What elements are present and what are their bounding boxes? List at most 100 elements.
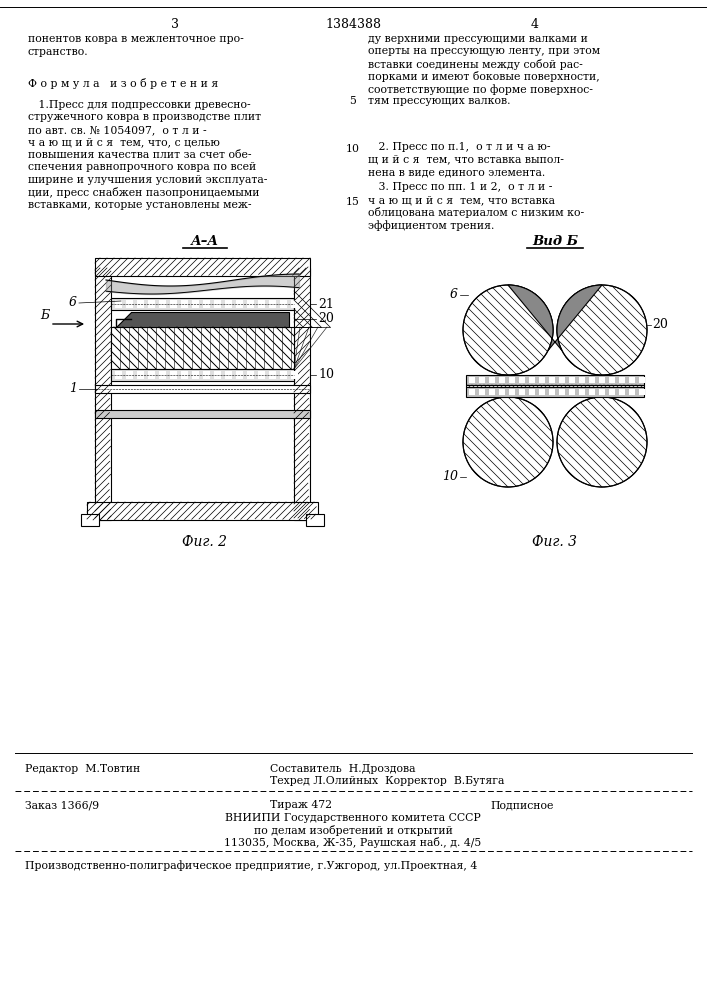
Text: 6: 6	[69, 296, 77, 310]
Bar	[148, 300, 155, 308]
Text: вставки соединены между собой рас-: вставки соединены между собой рас-	[368, 59, 583, 70]
Bar	[479, 389, 485, 395]
Bar	[639, 377, 645, 383]
Text: повышения качества плит за счет обе-: повышения качества плит за счет обе-	[28, 150, 252, 160]
Circle shape	[557, 397, 647, 487]
Text: 10: 10	[442, 471, 458, 484]
Bar	[579, 389, 585, 395]
Bar	[589, 389, 595, 395]
Bar	[192, 371, 199, 379]
Text: 15: 15	[346, 197, 360, 207]
Bar	[629, 389, 635, 395]
Bar	[499, 377, 505, 383]
Bar	[619, 389, 625, 395]
Text: Техред Л.Олийных  Корректор  В.Бутяга: Техред Л.Олийных Корректор В.Бутяга	[270, 776, 504, 786]
Bar	[95, 385, 310, 393]
Text: вставками, которые установлены меж-: вставками, которые установлены меж-	[28, 200, 252, 210]
Text: Составитель  Н.Дроздова: Составитель Н.Дроздова	[270, 764, 416, 774]
Text: А–А: А–А	[191, 235, 219, 248]
Text: тям прессующих валков.: тям прессующих валков.	[368, 97, 510, 106]
Text: 113035, Москва, Ж-35, Раушская наб., д. 4/5: 113035, Москва, Ж-35, Раушская наб., д. …	[224, 837, 481, 848]
Circle shape	[463, 397, 553, 487]
Text: 1: 1	[69, 382, 77, 395]
Text: Заказ 1366/9: Заказ 1366/9	[25, 800, 99, 810]
Bar	[291, 300, 298, 308]
Bar	[126, 371, 133, 379]
Text: порками и имеют боковые поверхности,: порками и имеют боковые поверхности,	[368, 72, 600, 83]
Text: 1.Пресс для подпрессовки древесно-: 1.Пресс для подпрессовки древесно-	[28, 100, 250, 110]
Text: спечения равнопрочного ковра по всей: спечения равнопрочного ковра по всей	[28, 162, 256, 172]
Text: облицована материалом с низким ко-: облицована материалом с низким ко-	[368, 208, 584, 219]
Bar	[95, 268, 111, 520]
Text: соответствующие по форме поверхнос-: соответствующие по форме поверхнос-	[368, 84, 593, 95]
Bar	[559, 377, 565, 383]
Bar	[269, 300, 276, 308]
Bar	[569, 377, 575, 383]
Bar	[579, 377, 585, 383]
Bar	[529, 377, 535, 383]
Text: Производственно-полиграфическое предприятие, г.Ужгород, ул.Проектная, 4: Производственно-полиграфическое предприя…	[25, 860, 477, 871]
Bar	[269, 371, 276, 379]
Bar	[619, 377, 625, 383]
Text: понентов ковра в межленточное про-
странство.: понентов ковра в межленточное про- стран…	[28, 34, 244, 57]
Text: стружечного ковра в производстве плит: стружечного ковра в производстве плит	[28, 112, 261, 122]
Bar	[599, 389, 605, 395]
Text: ч а ю щ и й с я  тем, что, с целью: ч а ю щ и й с я тем, что, с целью	[28, 137, 220, 147]
Bar	[95, 258, 310, 276]
Bar	[137, 300, 144, 308]
Bar	[170, 300, 177, 308]
Bar	[126, 300, 133, 308]
Bar	[291, 371, 298, 379]
Text: 4: 4	[531, 18, 539, 31]
Bar	[225, 371, 232, 379]
Text: ч а ю щ и й с я  тем, что вставка: ч а ю щ и й с я тем, что вставка	[368, 195, 555, 205]
Bar	[529, 389, 535, 395]
Text: по делам изобретений и открытий: по делам изобретений и открытий	[254, 825, 452, 836]
Bar	[214, 371, 221, 379]
Bar	[599, 377, 605, 383]
Bar	[159, 371, 166, 379]
Bar	[539, 389, 545, 395]
Bar	[559, 389, 565, 395]
Polygon shape	[508, 285, 602, 350]
Text: Редактор  М.Товтин: Редактор М.Товтин	[25, 764, 140, 774]
Bar	[466, 375, 644, 385]
Bar	[148, 371, 155, 379]
Text: 3. Пресс по пп. 1 и 2,  о т л и -: 3. Пресс по пп. 1 и 2, о т л и -	[368, 182, 552, 192]
Bar	[589, 377, 595, 383]
Bar	[569, 389, 575, 395]
Bar	[609, 377, 615, 383]
Polygon shape	[116, 312, 289, 327]
Bar	[509, 389, 515, 395]
Bar	[203, 371, 210, 379]
Text: 1384388: 1384388	[325, 18, 381, 31]
Text: по авт. св. № 1054097,  о т л и -: по авт. св. № 1054097, о т л и -	[28, 125, 206, 135]
Bar	[509, 377, 515, 383]
Bar	[87, 502, 318, 520]
Bar	[466, 387, 644, 397]
Text: ду верхними прессующими валками и: ду верхними прессующими валками и	[368, 34, 588, 44]
Bar	[81, 514, 99, 526]
Bar	[469, 389, 475, 395]
Bar	[115, 300, 122, 308]
Circle shape	[557, 285, 647, 375]
Bar	[159, 300, 166, 308]
Text: оперты на прессующую ленту, при этом: оперты на прессующую ленту, при этом	[368, 46, 600, 56]
Text: нена в виде единого элемента.: нена в виде единого элемента.	[368, 167, 545, 177]
Bar	[280, 371, 287, 379]
Bar	[258, 300, 265, 308]
Bar	[95, 268, 111, 520]
Bar	[519, 389, 525, 395]
Bar	[479, 377, 485, 383]
Text: 10: 10	[318, 368, 334, 381]
Bar	[609, 389, 615, 395]
Bar	[236, 300, 243, 308]
Bar	[549, 377, 555, 383]
Text: ции, пресс снабжен пазопроницаемыми: ции, пресс снабжен пазопроницаемыми	[28, 188, 259, 198]
Text: 20: 20	[318, 312, 334, 326]
Bar	[192, 300, 199, 308]
Bar	[489, 377, 495, 383]
Bar	[236, 371, 243, 379]
Text: 2. Пресс по п.1,  о т л и ч а ю-: 2. Пресс по п.1, о т л и ч а ю-	[368, 142, 551, 152]
Bar	[87, 502, 318, 520]
